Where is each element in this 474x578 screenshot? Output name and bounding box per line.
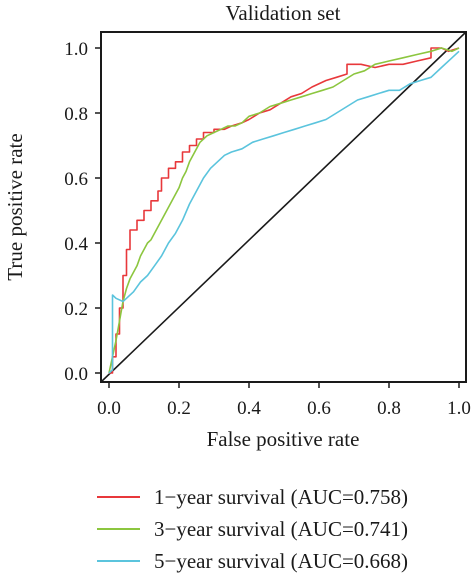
roc-curve-2 bbox=[108, 47, 460, 374]
x-tick-label: 0.0 bbox=[97, 398, 121, 419]
legend-label: 5−year survival (AUC=0.668) bbox=[154, 549, 408, 573]
diagonal-line bbox=[100, 31, 467, 383]
diagonal-reference bbox=[100, 31, 467, 383]
y-tick-label: 0.2 bbox=[64, 299, 88, 320]
x-tick-label: 0.4 bbox=[237, 398, 261, 419]
y-tick-label: 0.6 bbox=[64, 169, 88, 190]
legend-label: 3−year survival (AUC=0.741) bbox=[154, 517, 408, 541]
y-tick-label: 0.4 bbox=[64, 234, 88, 255]
roc-curve-3 bbox=[108, 50, 460, 374]
y-tick-label: 0.8 bbox=[64, 104, 88, 125]
plot-frame bbox=[100, 31, 467, 383]
chart-title: Validation set bbox=[226, 1, 341, 25]
x-tick-label: 0.8 bbox=[377, 398, 401, 419]
y-tick-label: 1.0 bbox=[64, 39, 88, 60]
roc-curve-1 bbox=[109, 47, 460, 374]
y-axis-label: True positive rate bbox=[3, 133, 27, 280]
y-tick-label: 0.0 bbox=[64, 364, 88, 385]
x-tick-label: 1.0 bbox=[447, 398, 471, 419]
axis-ticks: 0.0 0.2 0.4 0.6 0.8 1.0 0.0 0.2 0.4 0.6 0.8 1.0 bbox=[64, 39, 471, 419]
x-tick-label: 0.6 bbox=[307, 398, 331, 419]
roc-curves bbox=[108, 47, 460, 374]
legend-label: 1−year survival (AUC=0.758) bbox=[154, 485, 408, 509]
x-axis-label: False positive rate bbox=[207, 427, 360, 451]
legend: 1−year survival (AUC=0.758) 3−year surviv… bbox=[97, 485, 408, 573]
x-tick-label: 0.2 bbox=[167, 398, 191, 419]
